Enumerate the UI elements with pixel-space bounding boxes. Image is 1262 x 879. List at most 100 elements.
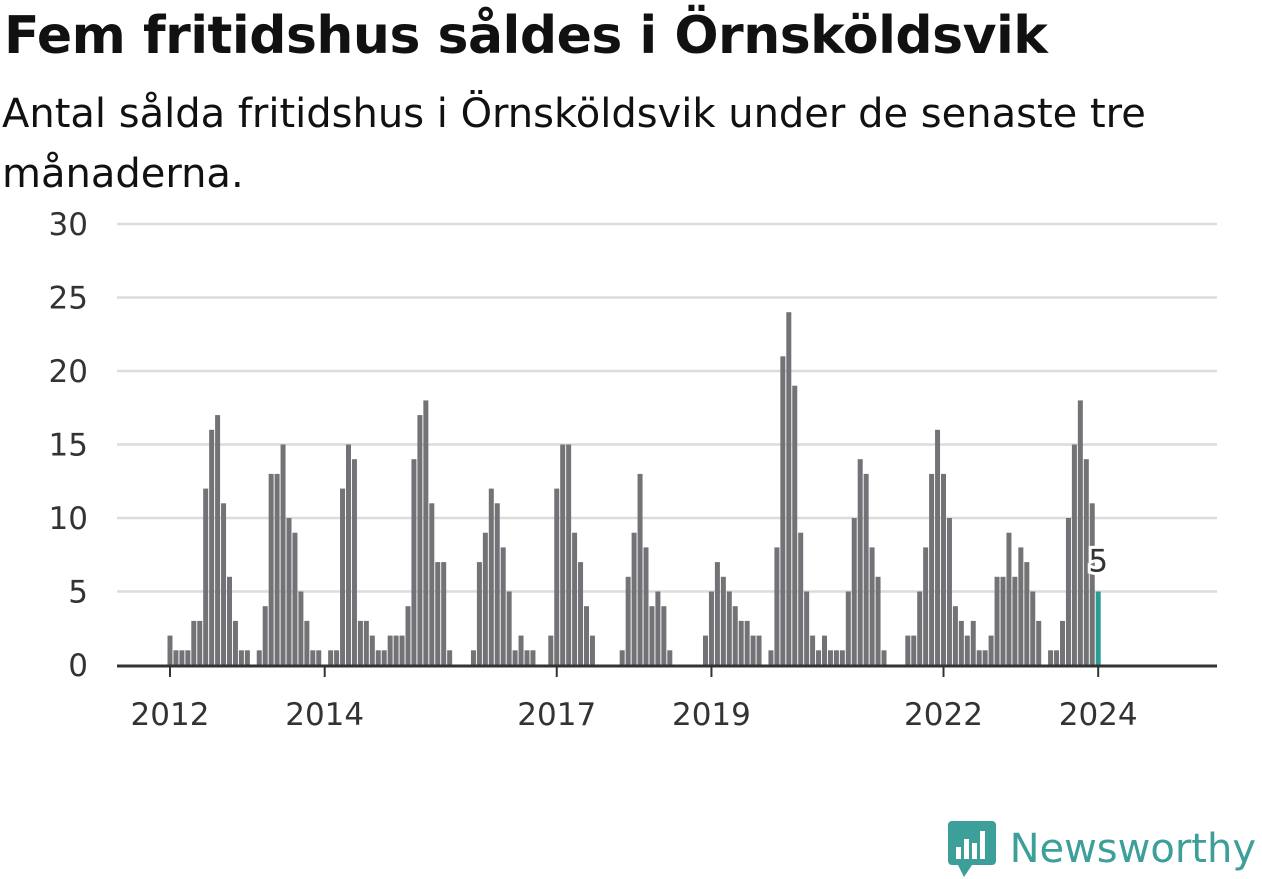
bar — [393, 635, 399, 665]
bar — [476, 562, 482, 665]
bar — [334, 650, 340, 665]
bar — [786, 312, 792, 665]
bar — [958, 620, 964, 665]
bar — [215, 415, 221, 665]
highlight-value-label: 5 — [1088, 544, 1108, 580]
x-tick-label: 2012 — [131, 697, 210, 733]
bar — [857, 459, 863, 665]
newsworthy-logo: Newsworthy — [947, 821, 1256, 877]
bar — [816, 650, 822, 665]
x-tick-label: 2022 — [904, 697, 983, 733]
bar — [554, 488, 560, 665]
bar — [399, 635, 405, 665]
bar — [1071, 444, 1077, 665]
bar — [1048, 650, 1054, 665]
bar — [941, 473, 946, 665]
bar — [964, 635, 970, 665]
bar — [750, 635, 756, 665]
bar — [298, 591, 304, 665]
bar — [447, 650, 453, 665]
bar — [822, 635, 827, 665]
y-tick-label: 5 — [68, 575, 88, 611]
y-tick-label: 15 — [49, 428, 88, 464]
bar — [441, 562, 447, 665]
bar — [417, 415, 423, 665]
bar — [798, 532, 804, 665]
bar — [566, 444, 572, 665]
bar — [929, 473, 935, 665]
bar — [839, 650, 845, 665]
bar — [988, 635, 994, 665]
bar — [512, 650, 518, 665]
bar — [1000, 576, 1006, 665]
bar — [286, 518, 292, 665]
bar — [667, 650, 673, 665]
bar — [381, 650, 387, 665]
bar — [185, 650, 191, 665]
bar — [423, 400, 429, 665]
bar — [952, 606, 958, 665]
bar — [774, 547, 780, 665]
bar — [548, 635, 554, 665]
bar — [221, 503, 227, 665]
x-tick-label: 2014 — [285, 697, 364, 733]
y-tick-label: 20 — [49, 354, 88, 390]
x-tick-label: 2019 — [672, 697, 751, 733]
bar — [1006, 532, 1012, 665]
bar — [369, 635, 375, 665]
bar — [976, 650, 982, 665]
chart-title: Fem fritidshus såldes i Örnsköldsvik — [4, 6, 1048, 66]
bar — [572, 532, 578, 665]
bar — [637, 473, 643, 665]
bar — [1054, 650, 1060, 665]
bar — [227, 576, 232, 665]
bar — [911, 635, 917, 665]
bar — [703, 635, 708, 665]
y-axis-ticks: 0 5 10 15 20 25 30 — [49, 207, 88, 684]
bar — [351, 459, 357, 665]
bar — [488, 488, 494, 665]
bar — [316, 650, 322, 665]
bar — [708, 591, 714, 665]
y-tick-label: 0 — [68, 648, 88, 684]
bar — [578, 562, 584, 665]
bar — [470, 650, 476, 665]
bar — [435, 562, 441, 665]
bar — [584, 606, 589, 665]
bar — [619, 650, 625, 665]
bar — [768, 650, 774, 665]
bar — [411, 459, 417, 665]
bar — [756, 635, 762, 665]
bar — [1036, 620, 1042, 665]
bar — [804, 591, 810, 665]
bar — [1018, 547, 1024, 665]
newsworthy-chat-bar-icon — [947, 821, 996, 877]
bar — [863, 473, 869, 665]
bar — [1024, 562, 1030, 665]
bar — [280, 444, 286, 665]
bar — [744, 620, 750, 665]
bar — [643, 547, 649, 665]
bar — [203, 488, 209, 665]
bar — [179, 650, 185, 665]
bar — [726, 591, 732, 665]
bar — [869, 547, 875, 665]
bar — [833, 650, 839, 665]
bar — [268, 473, 274, 665]
bar — [1083, 459, 1089, 665]
bar — [875, 576, 881, 665]
bar — [851, 518, 857, 665]
bar — [363, 620, 369, 665]
bar — [827, 650, 833, 665]
bar — [732, 606, 738, 665]
bar — [923, 547, 929, 665]
bar — [649, 606, 655, 665]
y-tick-label: 10 — [49, 501, 88, 537]
bar — [661, 606, 667, 665]
y-tick-label: 30 — [49, 207, 88, 243]
bar — [238, 650, 244, 665]
data-labels: 5 — [1085, 541, 1111, 583]
bar — [905, 635, 911, 665]
brand-name: Newsworthy — [1009, 826, 1256, 872]
bar — [982, 650, 988, 665]
